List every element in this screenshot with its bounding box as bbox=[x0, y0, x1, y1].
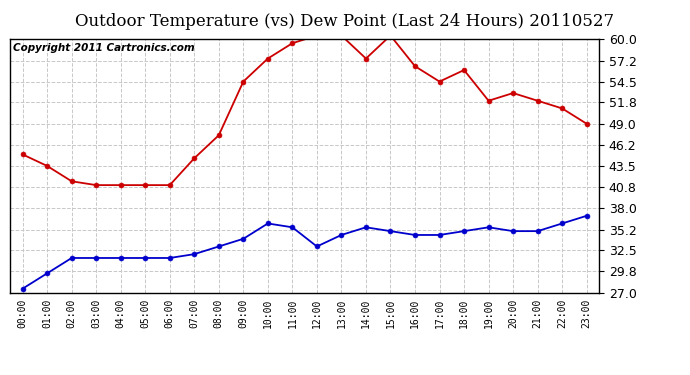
Text: Outdoor Temperature (vs) Dew Point (Last 24 Hours) 20110527: Outdoor Temperature (vs) Dew Point (Last… bbox=[75, 13, 615, 30]
Text: Copyright 2011 Cartronics.com: Copyright 2011 Cartronics.com bbox=[13, 43, 195, 53]
